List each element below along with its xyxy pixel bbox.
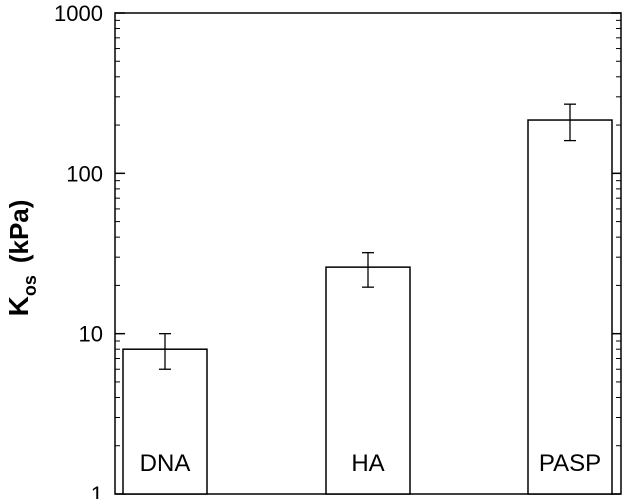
bar-label-dna: DNA — [140, 450, 191, 477]
y-axis-title-main: K — [3, 296, 34, 316]
y-tick-label: 10 — [79, 322, 103, 347]
y-axis-tick-labels: 1 10 100 1000 — [54, 1, 103, 499]
y-axis-title: Kos (kPa) — [3, 200, 40, 317]
bar-label-ha: HA — [351, 450, 384, 477]
bar-pasp — [527, 119, 613, 495]
y-tick-label: 1000 — [54, 1, 103, 26]
y-tick-label: 100 — [66, 161, 103, 186]
y-axis-title-sub: os — [20, 275, 40, 296]
bar-labels: DNA HA PASP — [140, 450, 601, 477]
y-axis-title-unit: (kPa) — [4, 200, 34, 264]
bar-ha — [325, 266, 411, 495]
bars — [122, 119, 613, 495]
y-axis-ticks — [115, 12, 621, 495]
bar-label-pasp: PASP — [539, 450, 601, 477]
y-tick-label: 1 — [91, 482, 103, 499]
bar-dna — [122, 348, 208, 495]
error-bars — [159, 103, 576, 370]
